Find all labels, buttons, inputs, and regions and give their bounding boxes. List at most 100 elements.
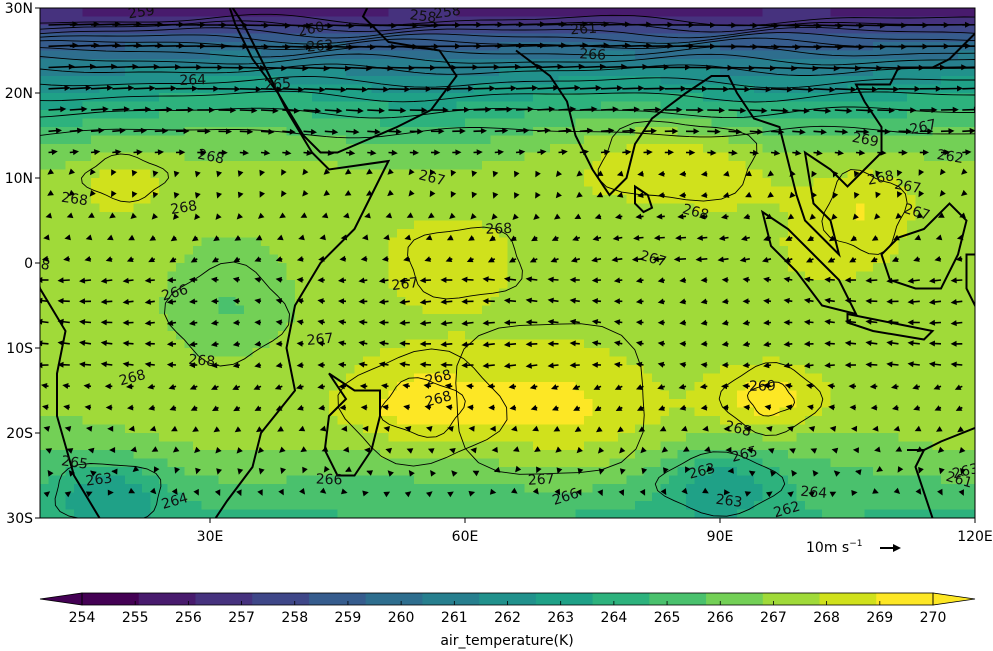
wind-arrow bbox=[766, 426, 773, 432]
contour-label: 263 bbox=[85, 470, 113, 489]
wind-arrow bbox=[855, 469, 862, 476]
wind-arrow bbox=[40, 318, 49, 325]
wind-arrow bbox=[259, 191, 265, 198]
wind-arrow bbox=[874, 213, 881, 220]
wind-arrow bbox=[445, 404, 453, 411]
wind-arrow bbox=[532, 425, 539, 432]
wind-arrow bbox=[361, 234, 369, 241]
wind-arrow bbox=[913, 256, 921, 262]
wind-arrow bbox=[808, 426, 815, 432]
wind-arrow bbox=[383, 234, 390, 241]
wind-arrow bbox=[452, 149, 462, 156]
wind-arrow bbox=[408, 190, 415, 197]
wind-arrow bbox=[57, 298, 70, 304]
wind-arrow bbox=[302, 168, 309, 176]
wind-arrow bbox=[260, 149, 271, 156]
wind-arrow bbox=[444, 383, 453, 389]
wind-arrow bbox=[296, 340, 304, 347]
wind-arrow bbox=[865, 277, 878, 284]
wind-arrow bbox=[461, 276, 474, 283]
wind-arrow bbox=[824, 340, 835, 347]
wind-arrow bbox=[637, 170, 644, 177]
wind-arrow bbox=[940, 149, 951, 156]
wind-arrow bbox=[514, 192, 520, 199]
wind-arrow bbox=[426, 426, 433, 432]
wind-arrow bbox=[638, 426, 646, 432]
quiver-key-label: 10m s−1 bbox=[806, 539, 862, 556]
wind-arrow bbox=[197, 85, 220, 92]
wind-arrow bbox=[57, 340, 70, 346]
wind-arrow bbox=[940, 128, 955, 134]
temperature-contour-lines bbox=[40, 13, 975, 518]
wind-arrow bbox=[152, 191, 159, 199]
wind-arrow bbox=[43, 234, 50, 241]
wind-arrow bbox=[950, 340, 963, 347]
wind-arrow bbox=[579, 85, 602, 91]
wind-arrow bbox=[577, 468, 584, 475]
wind-arrow bbox=[824, 318, 835, 325]
wind-arrow bbox=[319, 487, 327, 494]
wind-arrow bbox=[190, 405, 198, 411]
contour-label: 269 bbox=[851, 130, 880, 151]
wind-arrow bbox=[339, 404, 347, 411]
wind-arrow bbox=[614, 384, 623, 390]
wind-arrow bbox=[939, 467, 945, 475]
wind-arrow bbox=[536, 466, 542, 474]
wind-arrow bbox=[770, 470, 777, 477]
wind-arrow bbox=[470, 447, 477, 454]
wind-arrow bbox=[591, 277, 602, 284]
wind-arrow bbox=[154, 106, 173, 113]
wind-arrow bbox=[792, 107, 810, 114]
wind-arrow bbox=[440, 361, 453, 368]
wind-arrow bbox=[643, 149, 653, 156]
colorbar-segment bbox=[649, 593, 707, 605]
wind-arrow bbox=[387, 168, 394, 175]
contour-label: 267 bbox=[902, 201, 932, 224]
colorbar-extend-low bbox=[39, 592, 83, 606]
wind-arrow bbox=[700, 298, 708, 305]
wind-arrow bbox=[849, 256, 857, 263]
wind-arrow bbox=[657, 384, 666, 390]
wind-arrow bbox=[792, 149, 802, 156]
contour-label: 263 bbox=[687, 461, 717, 483]
wind-arrow bbox=[409, 128, 424, 135]
colorbar-segment bbox=[876, 593, 934, 605]
wind-arrow bbox=[317, 340, 325, 347]
wind-arrow bbox=[552, 405, 559, 411]
wind-arrow bbox=[657, 319, 665, 326]
wind-arrow bbox=[367, 149, 377, 156]
wind-arrow bbox=[743, 213, 751, 220]
wind-arrow bbox=[643, 85, 666, 92]
wind-arrow bbox=[408, 168, 415, 176]
wind-arrow bbox=[596, 191, 604, 198]
wind-arrow bbox=[419, 340, 432, 347]
contour-label: 267 bbox=[306, 331, 334, 349]
wind-arrow bbox=[111, 468, 118, 475]
wind-arrow bbox=[918, 169, 925, 176]
wind-arrow bbox=[907, 340, 920, 347]
wind-arrow bbox=[339, 255, 347, 262]
wind-arrow bbox=[678, 383, 687, 390]
wind-arrow bbox=[763, 319, 772, 326]
wind-arrow bbox=[172, 446, 180, 453]
wind-arrow bbox=[100, 319, 113, 326]
wind-arrow bbox=[850, 235, 858, 242]
wind-arrow bbox=[132, 465, 140, 472]
wind-arrow bbox=[803, 276, 814, 283]
wind-arrow bbox=[570, 256, 581, 263]
wind-arrow bbox=[47, 190, 54, 196]
wind-arrow bbox=[344, 168, 352, 175]
wind-arrow bbox=[872, 488, 879, 494]
wind-arrow bbox=[258, 212, 265, 219]
wind-arrow bbox=[641, 467, 648, 475]
wind-arrow bbox=[275, 276, 283, 283]
colorbar-label: air_temperature(K) bbox=[440, 633, 573, 649]
wind-arrow bbox=[303, 107, 322, 114]
wind-arrow bbox=[637, 192, 644, 198]
wind-arrow bbox=[957, 426, 964, 433]
wind-arrow bbox=[189, 362, 198, 369]
wind-arrow bbox=[834, 86, 857, 93]
wind-arrow bbox=[303, 86, 326, 93]
wind-arrow bbox=[215, 447, 222, 454]
